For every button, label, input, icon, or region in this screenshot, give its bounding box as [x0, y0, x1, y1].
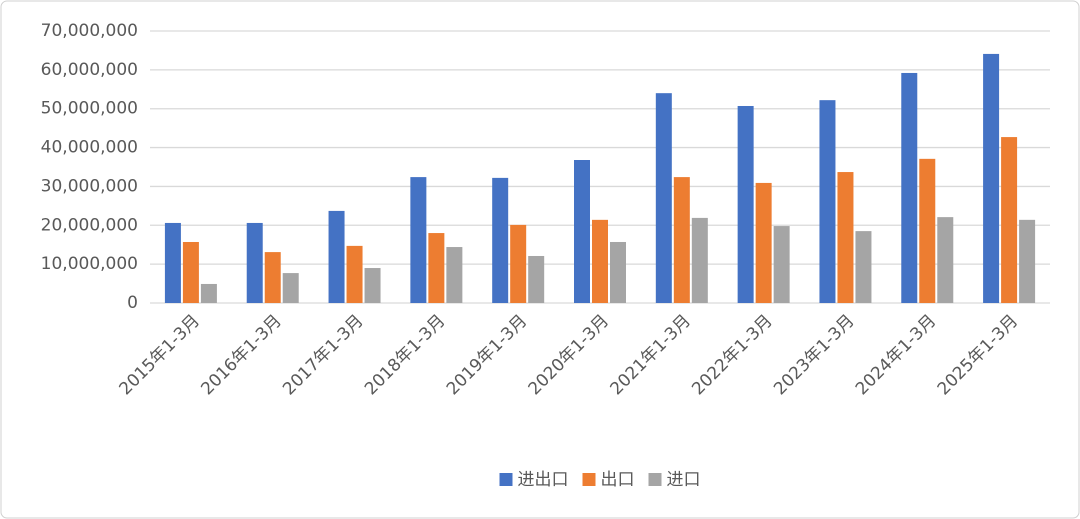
legend-swatch [499, 473, 513, 486]
y-tick-label: 70,000,000 [41, 21, 138, 41]
bar [819, 100, 836, 303]
bar [510, 224, 527, 303]
bar [246, 222, 263, 303]
legend-label: 进口 [667, 470, 701, 490]
y-tick-label: 50,000,000 [41, 99, 138, 119]
bar [528, 255, 545, 303]
bar [1019, 219, 1036, 303]
bar [410, 177, 427, 303]
bar [182, 241, 199, 303]
bar [655, 93, 672, 304]
bar [574, 160, 590, 303]
bar [937, 217, 954, 303]
bar [592, 219, 608, 303]
bar [837, 172, 854, 303]
bar [428, 233, 445, 303]
bar [691, 217, 708, 303]
y-tick-label: 10,000,000 [41, 254, 138, 274]
bar [446, 247, 463, 303]
y-tick-label: 20,000,000 [41, 215, 138, 235]
legend-label: 出口 [601, 470, 635, 490]
y-tick-label: 40,000,000 [41, 138, 138, 158]
bar [364, 268, 381, 303]
bar [164, 222, 181, 303]
legend-swatch [648, 473, 662, 486]
bar [855, 231, 872, 303]
legend-label: 进出口 [518, 470, 569, 490]
y-tick-label: 30,000,000 [41, 176, 138, 196]
legend-swatch [582, 473, 596, 486]
bar [755, 182, 772, 303]
bar [673, 177, 690, 303]
bar [919, 158, 936, 303]
bar [492, 177, 509, 303]
y-tick-label: 0 [127, 293, 138, 313]
bar [983, 53, 1000, 303]
y-tick-label: 60,000,000 [41, 60, 138, 80]
bar [901, 72, 918, 303]
bar [773, 226, 790, 303]
bar [737, 105, 754, 303]
bar [1001, 137, 1018, 303]
bar [346, 245, 363, 303]
bar [328, 210, 345, 303]
bar [282, 273, 299, 303]
bar [610, 241, 626, 303]
bar [264, 252, 281, 303]
bar [200, 283, 217, 303]
